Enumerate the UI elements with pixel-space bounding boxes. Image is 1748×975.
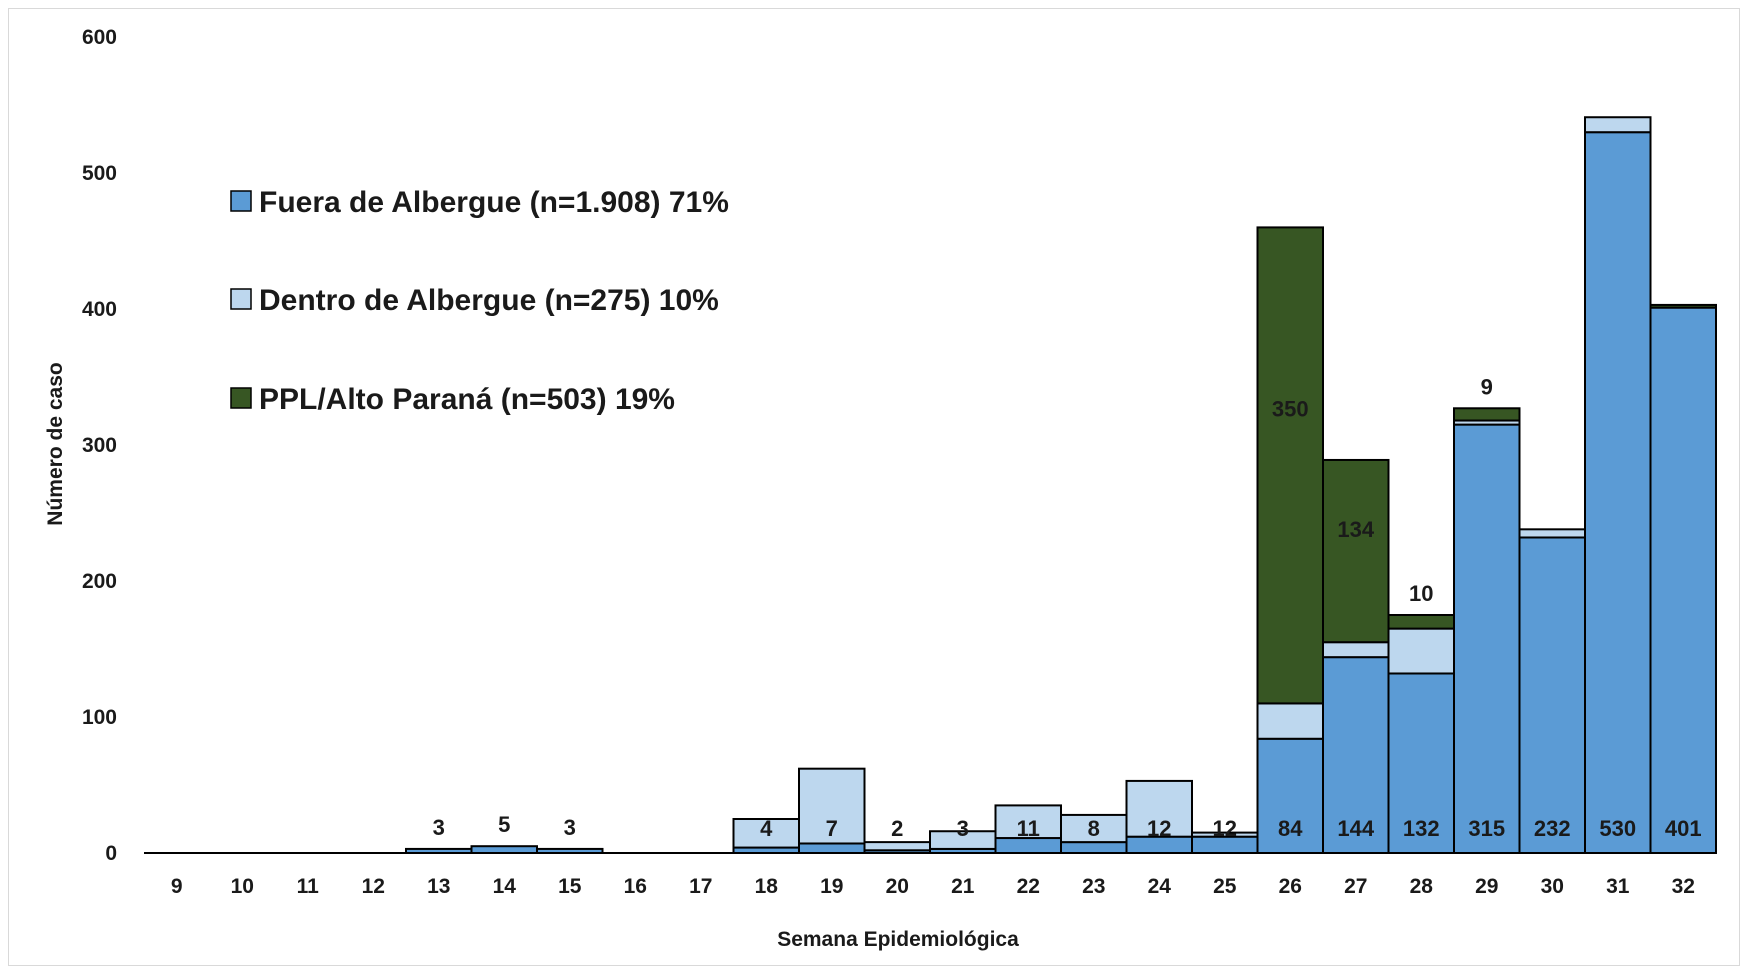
bar-segment-s0-31 [1584, 131, 1652, 854]
legend-swatch-0 [230, 190, 252, 212]
x-tick-label: 9 [171, 875, 183, 898]
x-tick-label: 28 [1410, 875, 1434, 898]
x-axis-title: Semana Epidemiológica [777, 928, 1019, 951]
data-label: 10 [1409, 581, 1433, 606]
x-tick-label: 14 [493, 875, 517, 898]
data-label: 12 [1213, 816, 1237, 841]
bar-segment-s2-27 [1322, 458, 1390, 644]
bar-segment-s1-23 [1060, 813, 1128, 844]
data-label: 4 [760, 816, 773, 841]
bar-segment-s0-32 [1649, 306, 1717, 854]
x-tick-label: 20 [886, 875, 909, 898]
data-label: 134 [1337, 517, 1374, 542]
data-label: 2 [891, 816, 903, 841]
data-label: 12 [1147, 816, 1171, 841]
bars-group [405, 116, 1717, 855]
y-tick-label: 0 [105, 842, 117, 865]
bar-segment-s1-22 [994, 804, 1062, 840]
data-label: 3 [433, 815, 445, 840]
data-labels: 3 5 3 4 7 2 3 11 8 12 12 84 144 132 315 232 530 401 350 134… [433, 374, 1702, 841]
data-label: 530 [1599, 816, 1636, 841]
x-tick-label: 22 [1017, 875, 1040, 898]
bar-segment-s0-26 [1256, 737, 1324, 855]
y-tick-label: 600 [82, 26, 117, 49]
data-label: 3 [564, 815, 576, 840]
y-tick-label: 100 [82, 706, 117, 729]
x-tick-label: 21 [951, 875, 975, 898]
legend: Fuera de Albergue (n=1.908) 71% Dentro de… [230, 186, 729, 416]
bar-segment-s1-21 [929, 830, 997, 850]
data-label: 315 [1468, 816, 1505, 841]
legend-label-2: PPL/Alto Paraná (n=503) 19% [259, 383, 675, 416]
x-axis: 9 10 11 12 13 14 15 16 17 18 19 20 21 22 23 24 25 26 27 28 2… [144, 852, 1716, 898]
y-tick-label: 400 [82, 298, 117, 321]
bar-segment-s0-14 [470, 845, 538, 855]
bar-segment-s2-26 [1256, 226, 1324, 705]
bar-segment-s1-24 [1125, 779, 1193, 838]
x-tick-label: 17 [689, 875, 712, 898]
y-axis-title: Número de caso [44, 362, 67, 525]
bar-segment-s1-20 [863, 841, 931, 852]
data-label: 11 [1017, 816, 1040, 841]
x-tick-label: 29 [1475, 875, 1498, 898]
y-axis-ticks: 0 100 200 300 400 500 600 [82, 26, 117, 865]
bar-segment-s0-30 [1518, 536, 1586, 854]
bar-segment-s2-28 [1387, 614, 1455, 630]
bar-segment-s1-31 [1584, 116, 1652, 134]
bar-segment-s1-18 [732, 818, 800, 849]
data-label: 132 [1403, 816, 1440, 841]
legend-label-1: Dentro de Albergue (n=275) 10% [259, 284, 719, 317]
legend-swatch-1 [230, 288, 252, 310]
bar-segment-s1-30 [1518, 528, 1586, 539]
data-label: 5 [498, 812, 510, 837]
y-tick-label: 300 [82, 434, 117, 457]
data-label: 401 [1665, 816, 1702, 841]
bar-segment-s0-23 [1060, 841, 1128, 854]
bar-segment-s2-32 [1649, 303, 1717, 309]
bar-segment-s2-29 [1453, 407, 1521, 422]
data-label: 8 [1088, 816, 1100, 841]
bar-segment-s0-28 [1387, 672, 1455, 854]
x-tick-label: 10 [231, 875, 254, 898]
x-tick-label: 31 [1606, 875, 1630, 898]
x-tick-label: 16 [624, 875, 647, 898]
data-label: 7 [826, 816, 838, 841]
x-tick-label: 12 [362, 875, 385, 898]
data-label: 350 [1272, 396, 1309, 421]
x-tick-label: 24 [1148, 875, 1172, 898]
data-label: 9 [1481, 374, 1493, 399]
legend-label-0: Fuera de Albergue (n=1.908) 71% [259, 186, 729, 219]
bar-segment-s1-28 [1387, 627, 1455, 675]
bar-segment-s1-25 [1191, 831, 1259, 838]
data-label: 84 [1278, 816, 1303, 841]
y-tick-label: 200 [82, 570, 117, 593]
x-tick-label: 15 [558, 875, 582, 898]
x-tick-label: 23 [1082, 875, 1105, 898]
data-label: 3 [957, 816, 969, 841]
x-tick-label: 26 [1279, 875, 1302, 898]
x-tick-label: 13 [427, 875, 450, 898]
data-label: 144 [1337, 816, 1374, 841]
bar-segment-s0-29 [1453, 423, 1521, 854]
bar-segment-s1-26 [1256, 702, 1324, 740]
x-tick-label: 27 [1344, 875, 1367, 898]
y-tick-label: 500 [82, 162, 117, 185]
x-tick-label: 18 [755, 875, 779, 898]
bar-segment-s1-27 [1322, 641, 1390, 659]
legend-swatch-2 [230, 387, 252, 409]
x-tick-label: 11 [297, 875, 320, 898]
x-tick-label: 25 [1213, 875, 1237, 898]
x-tick-label: 32 [1672, 875, 1695, 898]
bar-segment-s1-19 [798, 767, 866, 845]
x-tick-label: 30 [1541, 875, 1564, 898]
data-label: 232 [1534, 816, 1571, 841]
x-tick-label: 19 [820, 875, 843, 898]
bar-segment-s0-19 [798, 842, 866, 854]
